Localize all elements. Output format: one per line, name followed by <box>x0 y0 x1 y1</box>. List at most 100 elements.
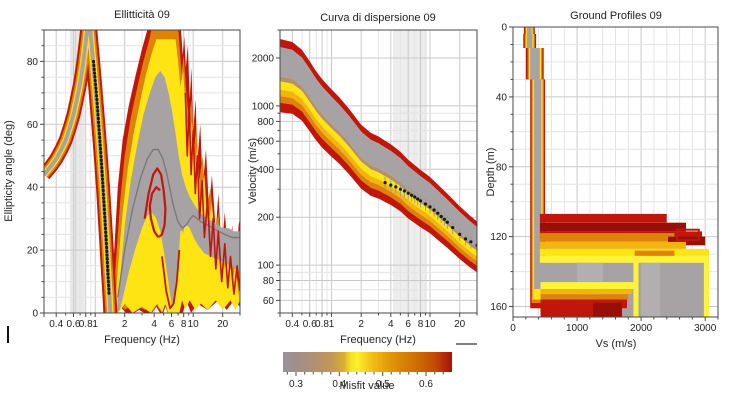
x-tick-label: 0.6 <box>67 319 81 330</box>
panel-series <box>280 39 477 273</box>
misfit-ribbon-layer <box>280 96 477 266</box>
picked-data-point <box>383 181 387 185</box>
x-tick-label: 0.4 <box>285 319 299 330</box>
picked-data-point <box>406 191 410 195</box>
profile-layer <box>593 303 622 317</box>
panel-series <box>523 27 709 317</box>
x-tick-label: 8 <box>418 319 424 330</box>
x-tick-label: 2 <box>122 319 128 330</box>
profile-layer <box>539 222 686 232</box>
ground-profiles-ylabel: Depth (m) <box>485 147 497 197</box>
y-tick-label: 80 <box>27 57 39 68</box>
picked-data-point <box>442 217 446 221</box>
x-tick-label: 1 <box>329 319 335 330</box>
x-tick-label: 6 <box>405 319 411 330</box>
profile-layer <box>539 255 709 263</box>
picked-data-point <box>423 202 428 206</box>
curve <box>161 250 181 310</box>
y-tick-label: 2000 <box>252 54 275 65</box>
ellipticity-title: Ellitticità 09 <box>114 9 170 21</box>
picked-data-point <box>439 214 443 219</box>
profile-layer <box>703 255 709 317</box>
picked-data-point <box>394 185 398 189</box>
picked-data-point <box>402 189 406 193</box>
misfit-ribbon-layer <box>280 47 477 248</box>
y-tick-label: 100 <box>257 261 274 272</box>
panel-ground-profiles: 0 1000 2000 3000 0 40 80 120 160 <box>490 23 719 334</box>
y-tick-label: 20 <box>27 246 39 257</box>
picked-data-point <box>445 220 449 224</box>
x-tick-label: 10 <box>188 319 200 330</box>
picked-data-point <box>418 199 423 203</box>
x-tick-label: 0.8 <box>79 319 93 330</box>
misfit-ribbon-layer <box>280 76 477 252</box>
y-tick-label: 60 <box>27 120 39 131</box>
stray-vertical-mark <box>7 326 9 343</box>
ellipticity-ylabel: Ellipticity angle (deg) <box>3 120 15 222</box>
profile-layer <box>534 79 542 290</box>
misfit-ribbon-layer <box>280 89 477 262</box>
picked-data-point <box>416 197 420 201</box>
x-tick-label: 1000 <box>566 323 589 334</box>
curve <box>143 167 167 239</box>
colorbar-tick-label: 0.6 <box>419 379 433 390</box>
dispersion-xlabel: Frequency (Hz) <box>340 334 416 346</box>
profile-layer <box>540 299 627 309</box>
misfit-ribbon-layer <box>280 81 477 257</box>
profile-layer <box>527 27 532 34</box>
misfit-ribbon-layer <box>280 102 477 273</box>
picked-data-point <box>410 193 414 197</box>
x-tick-label: 8 <box>181 319 187 330</box>
picked-data-point <box>432 208 436 212</box>
colorbar-label: Misfit value <box>339 380 395 392</box>
y-tick-label: 120 <box>490 232 507 243</box>
picked-data-point <box>428 205 432 209</box>
x-tick-label: 0 <box>510 323 516 334</box>
profile-layer <box>634 250 675 260</box>
x-tick-label: 4 <box>151 319 157 330</box>
profile-layer <box>539 213 667 223</box>
dispersion-title: Curva di dispersione 09 <box>320 12 436 24</box>
profile-layer <box>539 248 709 256</box>
picked-data-point <box>469 240 473 244</box>
y-tick-label: 0 <box>32 309 38 320</box>
x-tick-label: 4 <box>388 319 394 330</box>
x-tick-label: 3000 <box>694 323 717 334</box>
profile-layer <box>539 241 686 249</box>
y-tick-label: 800 <box>257 117 274 128</box>
x-tick-label: 0.6 <box>303 319 317 330</box>
misfit-colorbar: 0.3 0.4 0.5 0.6 <box>283 352 452 390</box>
misfit-ribbon-layer <box>280 39 477 228</box>
colorbar-tick-label: 0.3 <box>289 379 303 390</box>
curve <box>157 231 183 312</box>
colorbar-tick-label: 0.5 <box>376 379 390 390</box>
picked-data-point <box>464 237 468 241</box>
x-tick-label: 1 <box>92 319 98 330</box>
y-tick-label: 600 <box>257 137 274 148</box>
picked-data-point <box>389 183 393 187</box>
colorbar-tick-label: 0.4 <box>332 379 346 390</box>
curve <box>184 92 240 295</box>
gray-dash <box>456 343 477 345</box>
y-tick-label: 80 <box>263 276 275 287</box>
curve <box>92 59 111 296</box>
panel-ellipticity: 0.4 0.60.8 1 2 4 6 8 10 20 0 20 40 60 80 <box>27 29 241 330</box>
y-tick-label: 400 <box>257 165 274 176</box>
panel-series <box>44 30 240 313</box>
x-tick-label: 0.4 <box>49 319 63 330</box>
x-tick-label: 0.8 <box>315 319 329 330</box>
profile-layer <box>641 262 661 317</box>
x-tick-label: 6 <box>169 319 175 330</box>
x-tick-label: 10 <box>424 319 436 330</box>
x-tick-label: 2 <box>358 319 364 330</box>
ellipticity-xlabel: Frequency (Hz) <box>104 334 180 346</box>
x-tick-label: 2000 <box>630 323 653 334</box>
y-tick-label: 80 <box>496 162 508 173</box>
ground-profiles-title: Ground Profiles 09 <box>570 10 662 22</box>
profile-layer <box>539 233 675 242</box>
profile-layer-outline <box>676 228 700 242</box>
dispersion-ylabel: Velocity (m/s) <box>247 137 259 205</box>
y-tick-label: 0 <box>501 23 507 34</box>
